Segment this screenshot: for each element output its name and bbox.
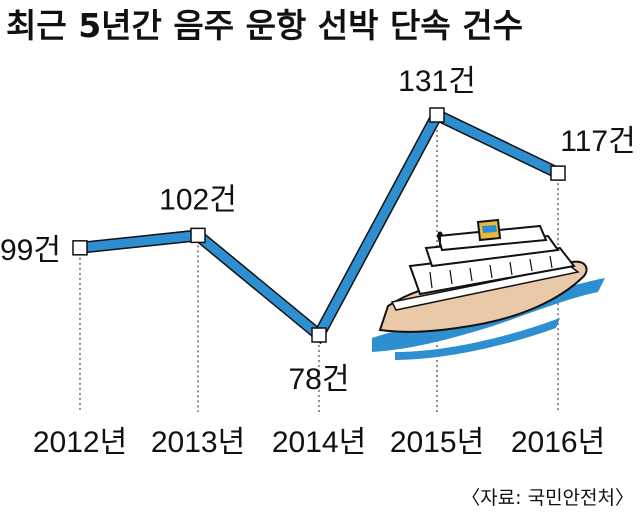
data-label-2014년: 78건 [289, 363, 350, 396]
x-tick-label-2012년: 2012년 [33, 426, 127, 459]
data-point-2012년 [72, 240, 88, 256]
data-point-2015년 [429, 107, 445, 123]
ship-illustration [372, 218, 605, 360]
data-label-2016년: 117건 [560, 125, 635, 158]
source-note: 〈자료: 국민안전처〉 [461, 487, 634, 509]
x-tick-label-2014년: 2014년 [272, 426, 366, 459]
x-tick-group: 2012년 2013년 2014년 2015년 2016년 [33, 426, 605, 459]
x-tick-label-2015년: 2015년 [390, 426, 484, 459]
data-label-group: 99건 102건 78건 131건 117건 [0, 65, 636, 396]
x-tick-label-2013년: 2013년 [151, 426, 245, 459]
data-point-2016년 [550, 165, 566, 181]
chart-title: 최근 5년간 음주 운항 선박 단속 건수 [6, 6, 523, 45]
data-point-2014년 [311, 327, 327, 343]
data-label-2012년: 99건 [0, 234, 61, 267]
data-point-2013년 [190, 227, 206, 244]
x-tick-label-2016년: 2016년 [511, 426, 605, 459]
data-label-2013년: 102건 [159, 183, 237, 216]
data-label-2015년: 131건 [398, 65, 476, 98]
gridlines [79, 115, 559, 412]
marker-group [72, 107, 566, 343]
